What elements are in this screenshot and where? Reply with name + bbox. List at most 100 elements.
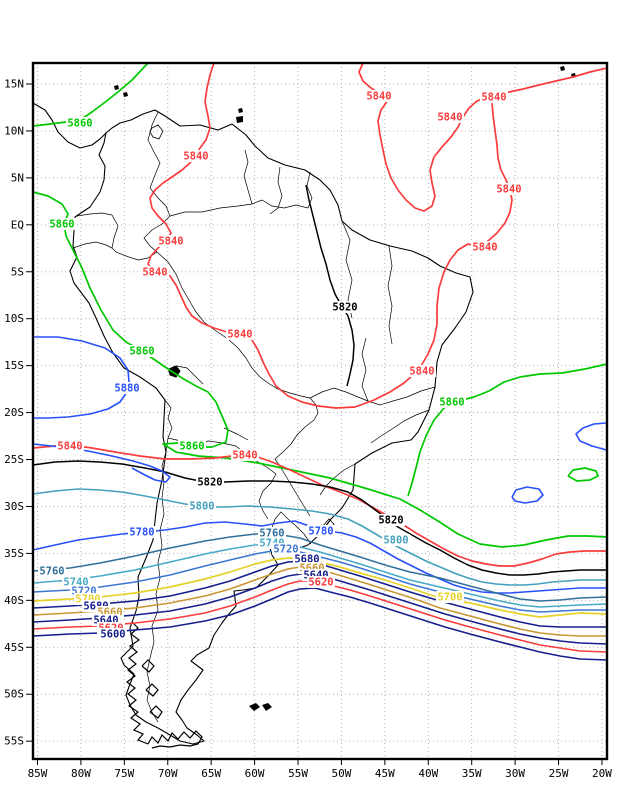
axis-labels: 85W 80W 75W 70W 65W 60W 55W 50W 45W 40W 35W 30W 25W 2… — [4, 78, 612, 781]
country-border — [370, 409, 430, 444]
contour-label-bg — [113, 382, 141, 394]
contour-label-bg — [178, 440, 206, 452]
grid-lines — [33, 63, 607, 759]
contour-label-bg — [99, 628, 127, 640]
y-axis-label: 50S — [4, 688, 24, 701]
contour-5780 — [32, 520, 607, 594]
country-border — [261, 199, 309, 209]
contour-label-bg — [157, 235, 185, 247]
x-axis-label: 75W — [114, 767, 134, 780]
contour-label-bg — [495, 183, 523, 195]
contour-label: 5860 — [49, 219, 74, 231]
contour-label: 5840 — [496, 184, 521, 196]
contour-labels: 5860 5860 5860 5860 5860 5840 5840 5840 5840 5840… — [38, 90, 523, 641]
contour-label: 5840 — [227, 329, 252, 341]
country-border — [156, 251, 205, 323]
contour-label-bg — [436, 111, 464, 123]
contour-label: 5840 — [232, 450, 257, 462]
y-axis-label: 10S — [4, 312, 24, 325]
island — [238, 108, 243, 113]
lake — [149, 124, 164, 140]
y-axis-label: 25S — [4, 453, 24, 466]
fjord-coast — [149, 705, 163, 719]
y-axis-label: 5N — [11, 171, 24, 184]
x-axis-label: 45W — [375, 767, 395, 780]
coastline — [32, 102, 474, 745]
contour-label: 5620 — [308, 577, 333, 589]
y-axis-label: EQ — [11, 218, 24, 231]
contour-label-bg — [408, 365, 436, 377]
contour-label-bg — [331, 301, 359, 313]
contour-label-bg — [182, 150, 210, 162]
contour-label-bg — [196, 476, 224, 488]
contour-label: 5700 — [437, 592, 462, 604]
y-axis-label: 15S — [4, 359, 24, 372]
contour-label-bg — [66, 117, 94, 129]
contour-label-bg — [272, 543, 300, 555]
x-axis-label: 20W — [592, 767, 612, 780]
y-axis-label: 40S — [4, 594, 24, 607]
contour-label: 5760 — [259, 528, 284, 540]
x-axis-label: 80W — [71, 767, 91, 780]
contour-5760 — [32, 533, 608, 602]
contour-label-bg — [365, 90, 393, 102]
country-border — [146, 437, 169, 723]
fjord-coast — [145, 683, 159, 697]
y-axis-label: 30S — [4, 500, 24, 513]
country-border — [203, 321, 319, 421]
country-border — [76, 212, 113, 217]
x-axis-label: 55W — [288, 767, 308, 780]
contour-label-bg — [141, 266, 169, 278]
x-axis-label: 40W — [418, 767, 438, 780]
contour-label: 5760 — [39, 566, 64, 578]
x-axis-label: 30W — [505, 767, 525, 780]
contour-label: 5820 — [332, 302, 357, 314]
contour-label: 5840 — [481, 92, 506, 104]
country-border — [387, 245, 393, 345]
contour-5740 — [32, 543, 608, 608]
contour-label: 5600 — [100, 629, 125, 641]
fjord-coast — [141, 659, 155, 673]
contour-label: 5860 — [439, 397, 464, 409]
contour-label: 5800 — [189, 501, 214, 513]
country-border — [111, 214, 119, 249]
contour-label: 5840 — [366, 91, 391, 103]
country-border — [367, 386, 436, 406]
contour-label: 5780 — [308, 526, 333, 538]
contour-label: 5840 — [183, 151, 208, 163]
country-border — [274, 419, 315, 460]
contour-5820 — [32, 184, 607, 576]
y-axis-label: 55S — [4, 735, 24, 748]
contour-label-bg — [377, 514, 405, 526]
contour-label: 5840 — [437, 112, 462, 124]
x-axis-label: 35W — [462, 767, 482, 780]
contour-label: 5840 — [142, 267, 167, 279]
contour-label: 5840 — [158, 236, 183, 248]
contour-label: 5820 — [197, 477, 222, 489]
country-border — [309, 387, 369, 402]
island — [249, 703, 260, 711]
contour-label-bg — [188, 500, 216, 512]
contour-label: 5860 — [129, 346, 154, 358]
contour-label: 5800 — [383, 535, 408, 547]
contour-label-bg — [128, 345, 156, 357]
x-axis-label: 60W — [245, 767, 265, 780]
contour-label-bg — [382, 534, 410, 546]
fjord-coast — [147, 730, 203, 749]
y-axis-label: 5S — [11, 265, 24, 278]
contour-label-bg — [56, 440, 84, 452]
contour-label-bg — [471, 241, 499, 253]
y-axis-label: 15N — [4, 78, 24, 91]
contour-label-bg — [258, 527, 286, 539]
contour-5720 — [32, 550, 607, 613]
y-axis-label: 20S — [4, 406, 24, 419]
contour-5600 — [32, 587, 608, 661]
island — [123, 92, 128, 97]
x-axis-label: 85W — [28, 767, 48, 780]
island — [560, 66, 565, 71]
contour-label: 5860 — [67, 118, 92, 130]
plot-frame — [31, 61, 609, 761]
country-border — [72, 241, 113, 249]
contour-label-bg — [226, 328, 254, 340]
